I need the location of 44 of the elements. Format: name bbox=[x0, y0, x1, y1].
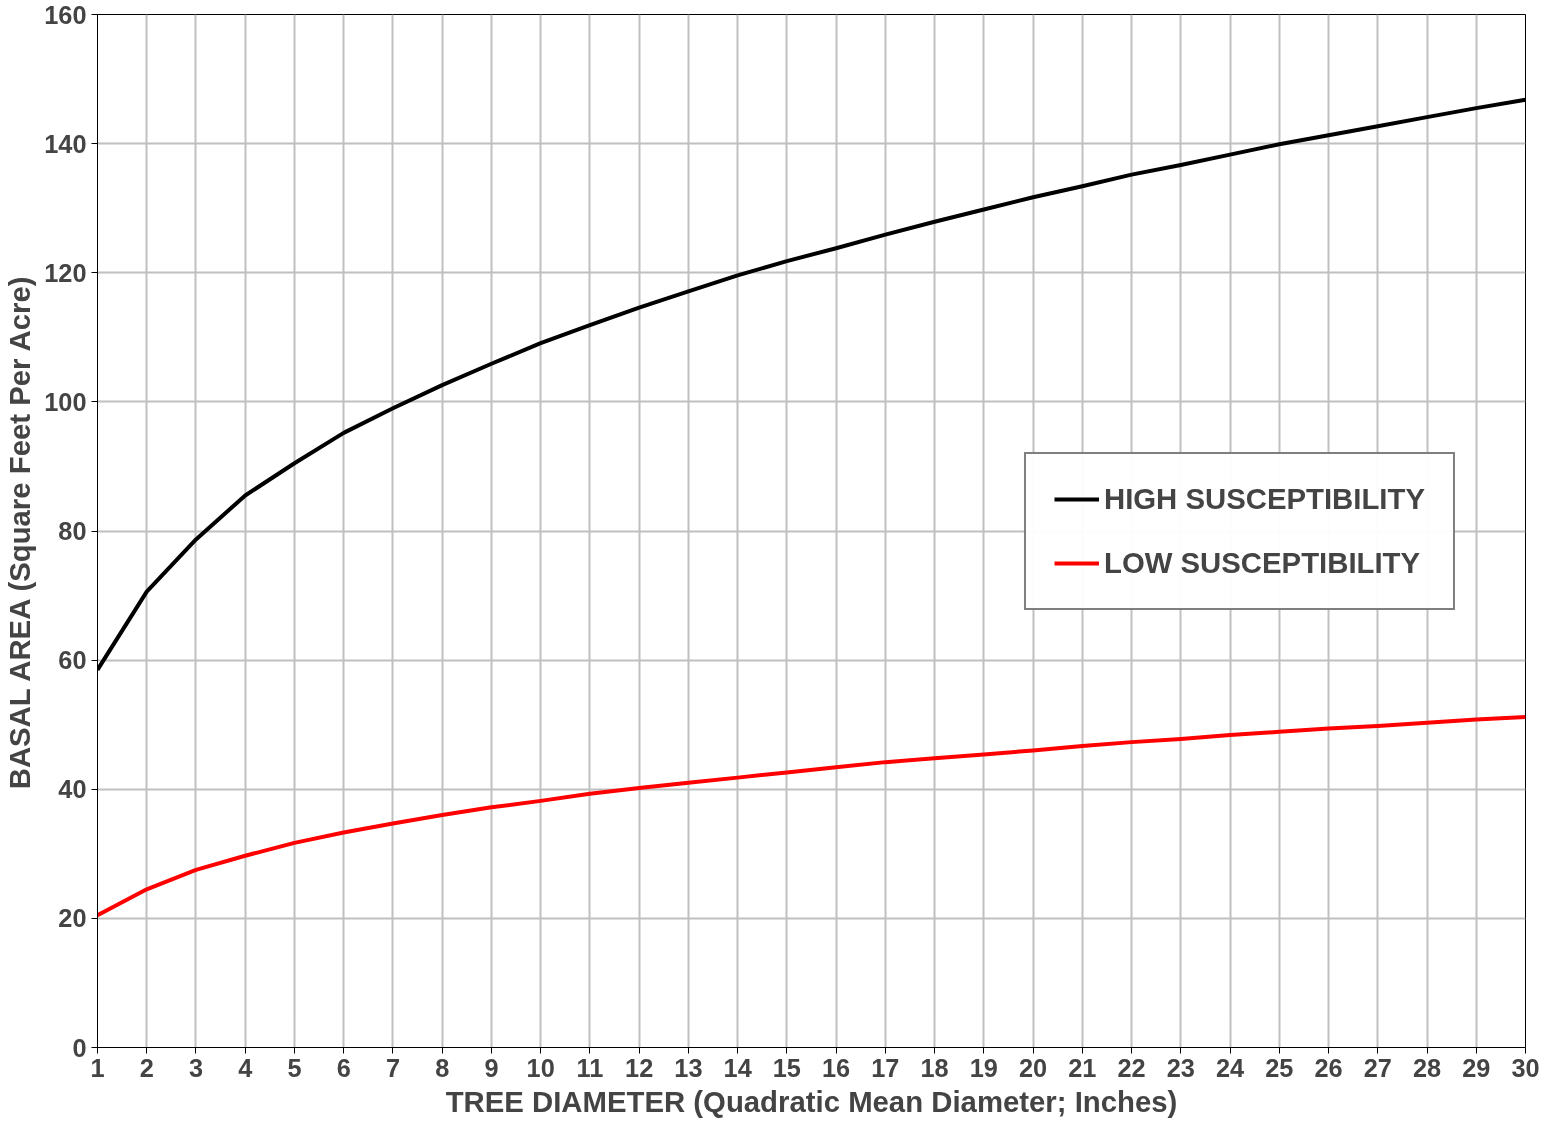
x-tick-label: 19 bbox=[969, 1053, 998, 1082]
y-tick-label: 140 bbox=[44, 129, 87, 158]
y-tick-label: 0 bbox=[72, 1033, 87, 1062]
x-tick-label: 1 bbox=[90, 1053, 105, 1082]
x-tick-label: 9 bbox=[484, 1053, 499, 1082]
x-tick-label: 8 bbox=[435, 1053, 450, 1082]
x-tick-label: 29 bbox=[1462, 1053, 1491, 1082]
x-tick-label: 21 bbox=[1068, 1053, 1097, 1082]
x-tick-label: 4 bbox=[238, 1053, 253, 1082]
x-tick-label: 18 bbox=[920, 1053, 949, 1082]
x-tick-label: 6 bbox=[336, 1053, 351, 1082]
x-tick-label: 15 bbox=[772, 1053, 801, 1082]
x-tick-label: 16 bbox=[822, 1053, 851, 1082]
legend-label: HIGH SUSCEPTIBILITY bbox=[1103, 481, 1425, 516]
x-tick-label: 20 bbox=[1019, 1053, 1048, 1082]
x-tick-label: 30 bbox=[1511, 1053, 1540, 1082]
x-tick-label: 7 bbox=[385, 1053, 400, 1082]
y-tick-label: 120 bbox=[44, 258, 87, 287]
legend-label: LOW SUSCEPTIBILITY bbox=[1103, 545, 1421, 580]
x-tick-label: 14 bbox=[723, 1053, 752, 1082]
y-axis-title: BASAL AREA (Square Feet Per Acre) bbox=[3, 276, 37, 790]
x-tick-label: 12 bbox=[625, 1053, 654, 1082]
x-axis-title: TREE DIAMETER (Quadratic Mean Diameter; Inches) bbox=[445, 1084, 1178, 1118]
x-tick-label: 5 bbox=[287, 1053, 302, 1082]
line-series bbox=[97, 714, 1526, 918]
x-tick-label: 27 bbox=[1363, 1053, 1392, 1082]
y-tick-label: 40 bbox=[58, 775, 87, 804]
x-tick-label: 10 bbox=[526, 1053, 555, 1082]
y-tick-label: 80 bbox=[58, 517, 87, 545]
x-tick-label: 11 bbox=[576, 1053, 604, 1082]
x-tick-label: 22 bbox=[1117, 1053, 1146, 1082]
x-tick-label: 28 bbox=[1412, 1053, 1442, 1082]
x-tick-label: 17 bbox=[871, 1053, 900, 1082]
x-tick-label: 26 bbox=[1314, 1053, 1343, 1082]
y-tick-label: 160 bbox=[44, 0, 87, 29]
y-tick-label: 20 bbox=[58, 904, 87, 933]
x-tick-label: 13 bbox=[674, 1053, 703, 1082]
x-tick-label: 23 bbox=[1166, 1053, 1195, 1082]
x-tick-label: 3 bbox=[188, 1053, 204, 1082]
x-tick-label: 25 bbox=[1265, 1053, 1294, 1082]
x-tick-label: 24 bbox=[1215, 1053, 1245, 1082]
x-tick-label: 2 bbox=[139, 1053, 154, 1082]
y-tick-label: 100 bbox=[44, 387, 87, 416]
y-tick-label: 60 bbox=[58, 646, 87, 675]
